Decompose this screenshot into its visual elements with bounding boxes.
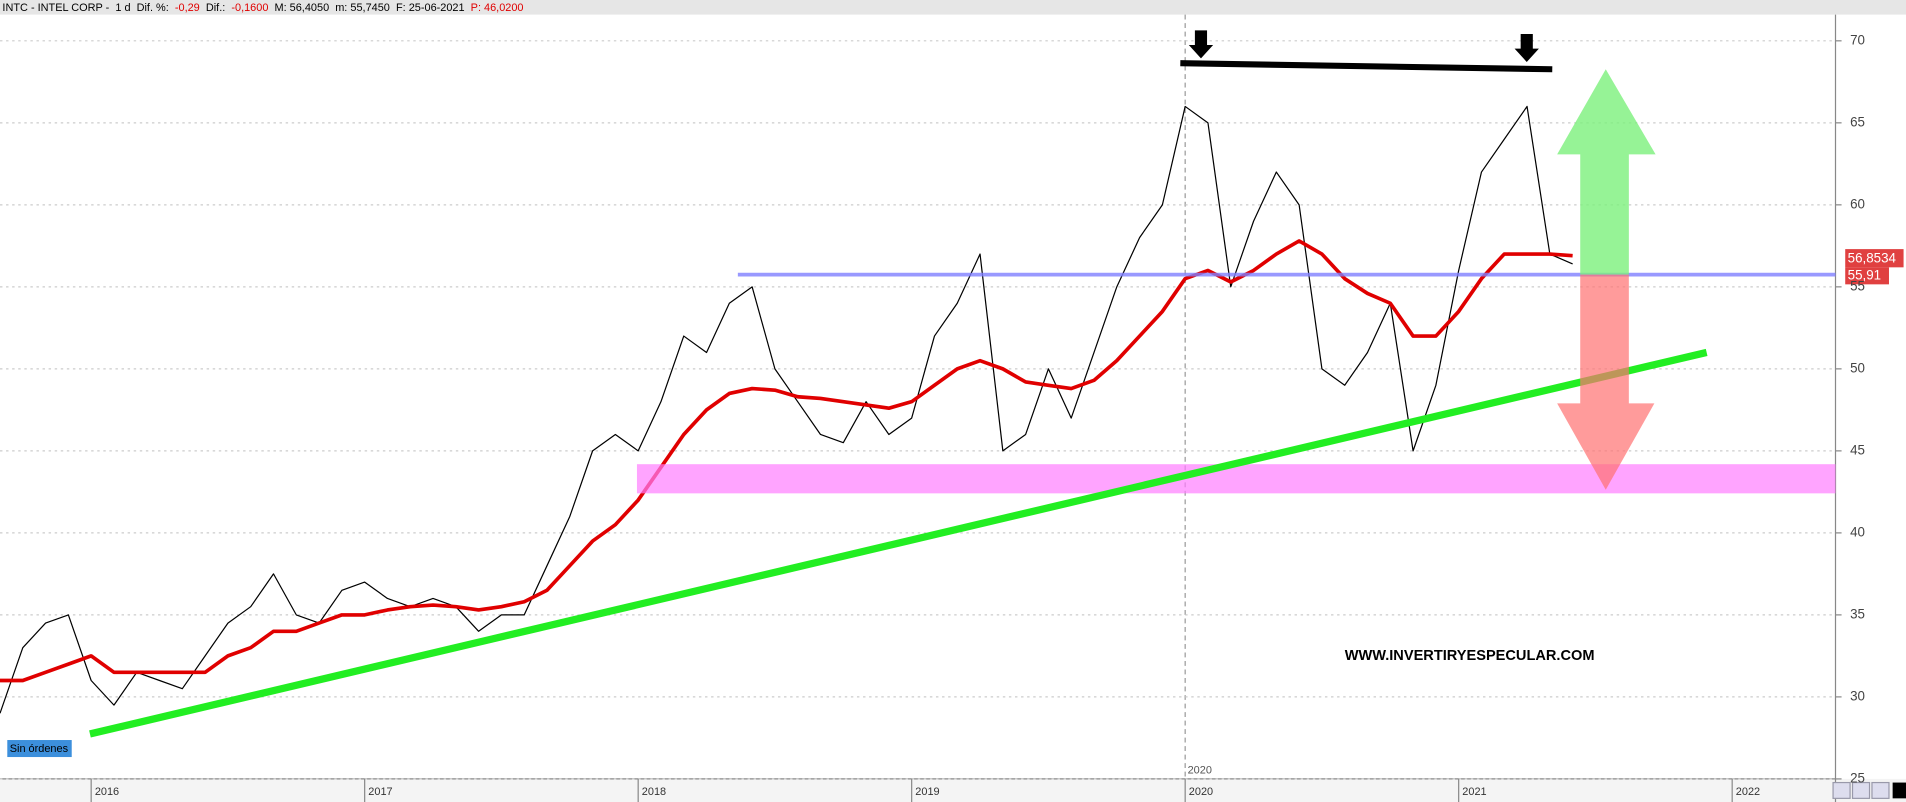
header-item: 1 d bbox=[115, 2, 130, 14]
price-tag bbox=[1845, 249, 1904, 268]
x-tick-label: 2020 bbox=[1189, 786, 1213, 798]
resistance-line bbox=[1180, 60, 1553, 73]
header-item: Dif.: bbox=[206, 2, 225, 14]
status-badge bbox=[7, 740, 72, 758]
y-tick-label: 65 bbox=[1850, 114, 1865, 129]
header-item: Dif. %: bbox=[137, 2, 169, 14]
status-text: Sin órdenes bbox=[10, 743, 69, 755]
header-item: M: 56,4050 bbox=[274, 2, 329, 14]
price-tag-text: 56,8534 bbox=[1848, 250, 1897, 265]
y-tick-label: 30 bbox=[1850, 688, 1865, 703]
line-series bbox=[0, 105, 1573, 714]
header-bar bbox=[0, 0, 1906, 15]
arrow-down bbox=[1514, 34, 1539, 62]
y-tick-label: 55 bbox=[1850, 278, 1865, 293]
x-tick-label: 2016 bbox=[95, 786, 119, 798]
marker-label: 2020 bbox=[1188, 764, 1212, 776]
header-item: P: 46,0200 bbox=[471, 2, 524, 14]
y-tick-label: 40 bbox=[1850, 524, 1865, 539]
header-item: -0,1600 bbox=[231, 2, 268, 14]
tool-button[interactable] bbox=[1851, 781, 1871, 799]
y-tick-label: 35 bbox=[1850, 606, 1865, 621]
plot-area bbox=[0, 40, 1836, 780]
arrow-down-big bbox=[1557, 274, 1655, 490]
line-series bbox=[0, 239, 1573, 683]
arrow-down bbox=[1188, 30, 1214, 59]
y-tick-label: 60 bbox=[1850, 196, 1865, 211]
toolbar bbox=[1832, 781, 1906, 799]
watermark: WWW.INVERTIRYESPECULAR.COM bbox=[1345, 648, 1595, 664]
x-tick-label: 2022 bbox=[1736, 786, 1760, 798]
price-tag bbox=[1845, 267, 1889, 285]
trend-line bbox=[89, 348, 1708, 738]
tool-button[interactable] bbox=[1892, 782, 1906, 799]
price-tag-text: 55,91 bbox=[1848, 267, 1881, 282]
x-tick-label: 2018 bbox=[642, 786, 666, 798]
tool-button[interactable] bbox=[1871, 781, 1890, 799]
header-item: F: 25-06-2021 bbox=[396, 2, 465, 14]
header-item: m: 55,7450 bbox=[335, 2, 390, 14]
y-tick-label: 45 bbox=[1850, 442, 1865, 457]
header-item: INTC - INTEL CORP - bbox=[2, 2, 109, 14]
arrow-up bbox=[1557, 69, 1656, 275]
y-tick-label: 25 bbox=[1850, 770, 1865, 785]
x-tick-label: 2021 bbox=[1462, 786, 1486, 798]
header-item: -0,29 bbox=[175, 2, 200, 14]
x-axis-strip bbox=[0, 778, 1906, 802]
y-tick-label: 70 bbox=[1850, 32, 1865, 47]
y-tick-label: 50 bbox=[1850, 360, 1865, 375]
tool-button[interactable] bbox=[1832, 781, 1851, 799]
support-zone bbox=[636, 464, 1836, 494]
x-tick-label: 2019 bbox=[915, 786, 939, 798]
x-tick-label: 2017 bbox=[368, 786, 392, 798]
